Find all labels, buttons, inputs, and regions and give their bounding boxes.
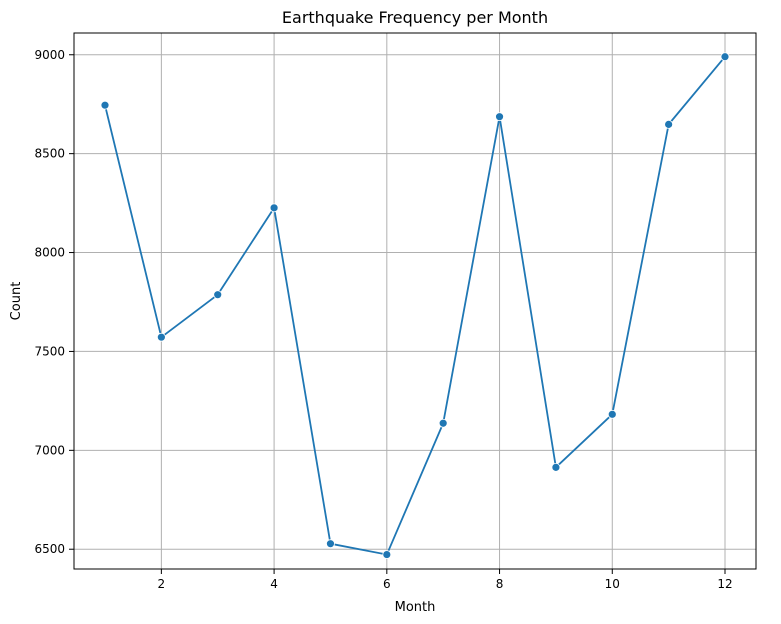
data-point: [213, 290, 223, 300]
x-tick-label: 12: [717, 577, 732, 591]
series-line: [104, 56, 726, 556]
data-point: [495, 112, 504, 122]
x-tick-label: 2: [158, 577, 166, 591]
data-point: [269, 203, 279, 213]
y-tick-label: 8500: [34, 147, 65, 161]
x-axis-label: Month: [395, 600, 436, 615]
grid-lines: [74, 33, 756, 569]
x-tick-label: 4: [270, 577, 278, 591]
y-axis-label: Count: [9, 282, 24, 321]
data-point: [720, 52, 730, 62]
y-tick-label: 7000: [34, 443, 65, 457]
data-point: [156, 332, 166, 342]
x-tick-label: 6: [383, 577, 391, 591]
y-tick-label: 9000: [34, 48, 65, 62]
data-point: [100, 100, 110, 110]
x-tick-label: 8: [496, 577, 504, 591]
y-tick-label: 6500: [34, 542, 65, 556]
x-axis-ticks: 2 4 6 8 10 12: [158, 569, 733, 591]
data-point: [438, 418, 448, 428]
data-point: [607, 409, 617, 419]
y-tick-label: 7500: [34, 344, 65, 358]
x-tick-label: 10: [605, 577, 620, 591]
series-layer: [100, 52, 730, 559]
plot-frame: [73, 32, 757, 570]
y-axis-ticks: 6500 7000 7500 8000 8500 9000: [34, 48, 74, 556]
data-point: [326, 539, 335, 549]
data-point: [382, 550, 392, 559]
chart-title: Earthquake Frequency per Month: [282, 8, 548, 27]
data-point: [664, 119, 674, 129]
y-tick-label: 8000: [34, 246, 65, 260]
data-point: [551, 462, 561, 472]
